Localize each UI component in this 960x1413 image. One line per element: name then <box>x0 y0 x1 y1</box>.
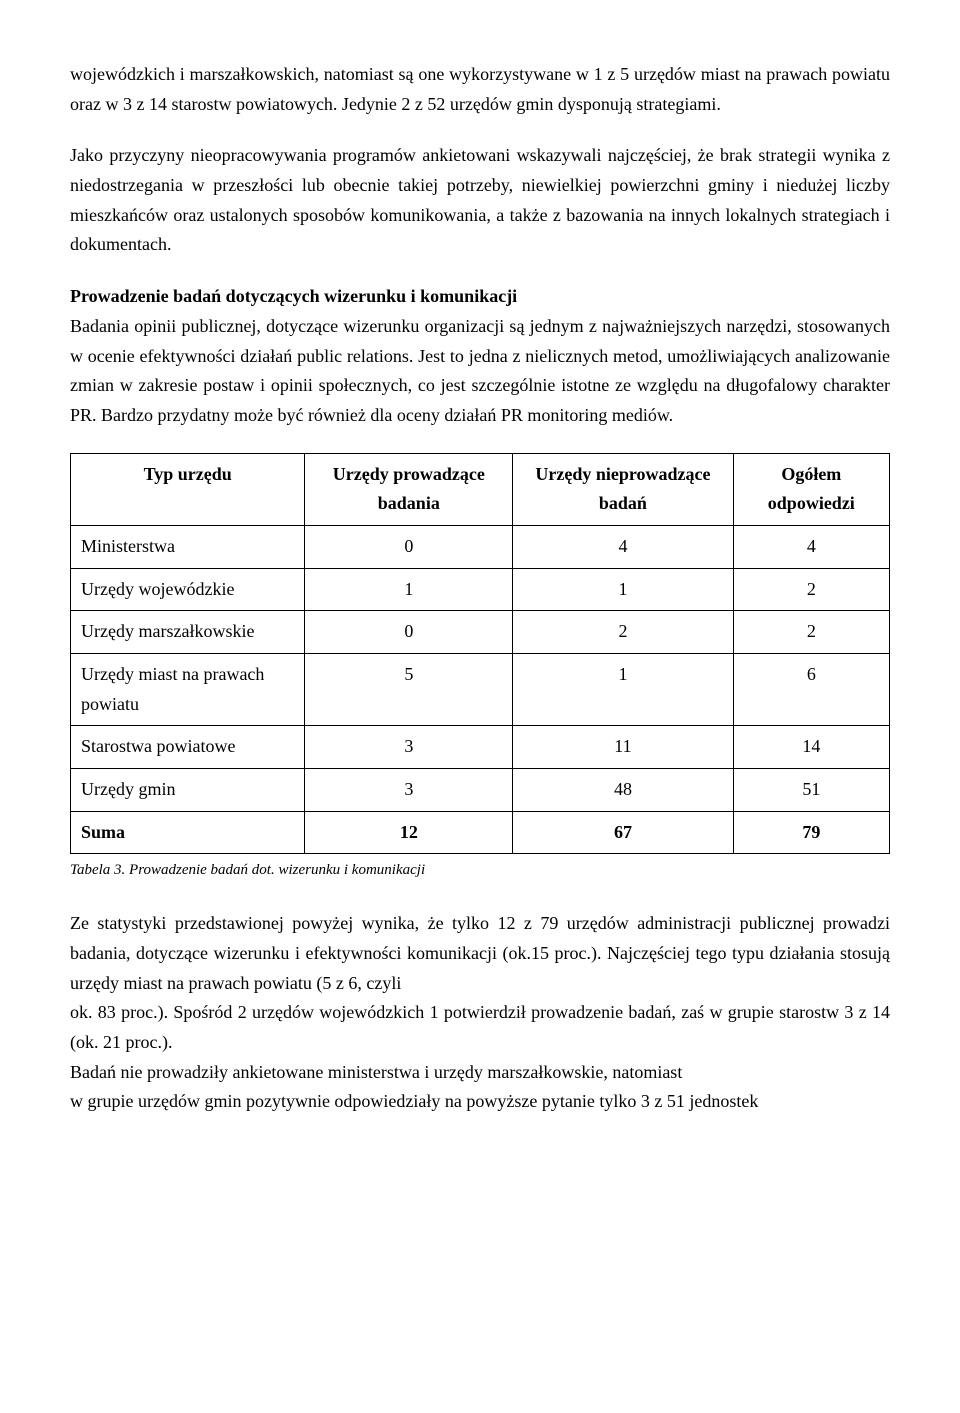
table-cell: 1 <box>513 654 733 726</box>
paragraph-3: Badania opinii publicznej, dotyczące wiz… <box>70 312 890 431</box>
table-cell: 0 <box>305 611 513 654</box>
table-cell: Urzędy marszałkowskie <box>71 611 305 654</box>
table-cell: 67 <box>513 811 733 854</box>
paragraph-4: Ze statystyki przedstawionej powyżej wyn… <box>70 909 890 998</box>
table-cell: Ministerstwa <box>71 525 305 568</box>
table-header-row: Typ urzędu Urzędy prowadzące badania Urz… <box>71 453 890 525</box>
paragraph-6: Badań nie prowadziły ankietowane ministe… <box>70 1058 890 1088</box>
table-cell: 6 <box>733 654 889 726</box>
research-table: Typ urzędu Urzędy prowadzące badania Urz… <box>70 453 890 855</box>
table-cell: Urzędy gmin <box>71 769 305 812</box>
table-header-cell: Ogółem odpowiedzi <box>733 453 889 525</box>
table-cell: 0 <box>305 525 513 568</box>
table-sum-row: Suma 12 67 79 <box>71 811 890 854</box>
table-header-cell: Typ urzędu <box>71 453 305 525</box>
table-cell: 2 <box>513 611 733 654</box>
table-row: Urzędy wojewódzkie 1 1 2 <box>71 568 890 611</box>
table-row: Starostwa powiatowe 3 11 14 <box>71 726 890 769</box>
table-cell: Suma <box>71 811 305 854</box>
table-row: Ministerstwa 0 4 4 <box>71 525 890 568</box>
table-cell: 2 <box>733 611 889 654</box>
table-cell: 48 <box>513 769 733 812</box>
table-cell: 1 <box>513 568 733 611</box>
table-cell: Starostwa powiatowe <box>71 726 305 769</box>
table-cell: 4 <box>733 525 889 568</box>
paragraph-5: ok. 83 proc.). Spośród 2 urzędów wojewód… <box>70 998 890 1057</box>
table-cell: 5 <box>305 654 513 726</box>
table-header-cell: Urzędy prowadzące badania <box>305 453 513 525</box>
table-cell: Urzędy wojewódzkie <box>71 568 305 611</box>
table-cell: 2 <box>733 568 889 611</box>
table-caption: Tabela 3. Prowadzenie badań dot. wizerun… <box>70 858 890 883</box>
section-heading: Prowadzenie badań dotyczących wizerunku … <box>70 282 890 312</box>
paragraph-1: wojewódzkich i marszałkowskich, natomias… <box>70 60 890 119</box>
table-cell: 11 <box>513 726 733 769</box>
paragraph-2: Jako przyczyny nieopracowywania programó… <box>70 141 890 260</box>
table-cell: 4 <box>513 525 733 568</box>
table-cell: 12 <box>305 811 513 854</box>
table-cell: 1 <box>305 568 513 611</box>
table-cell: 51 <box>733 769 889 812</box>
table-header-cell: Urzędy nieprowadzące badań <box>513 453 733 525</box>
table-row: Urzędy gmin 3 48 51 <box>71 769 890 812</box>
paragraph-7: w grupie urzędów gmin pozytywnie odpowie… <box>70 1087 890 1117</box>
table-cell: 79 <box>733 811 889 854</box>
table-cell: Urzędy miast na prawach powiatu <box>71 654 305 726</box>
table-row: Urzędy miast na prawach powiatu 5 1 6 <box>71 654 890 726</box>
table-row: Urzędy marszałkowskie 0 2 2 <box>71 611 890 654</box>
table-cell: 3 <box>305 726 513 769</box>
table-cell: 14 <box>733 726 889 769</box>
table-cell: 3 <box>305 769 513 812</box>
